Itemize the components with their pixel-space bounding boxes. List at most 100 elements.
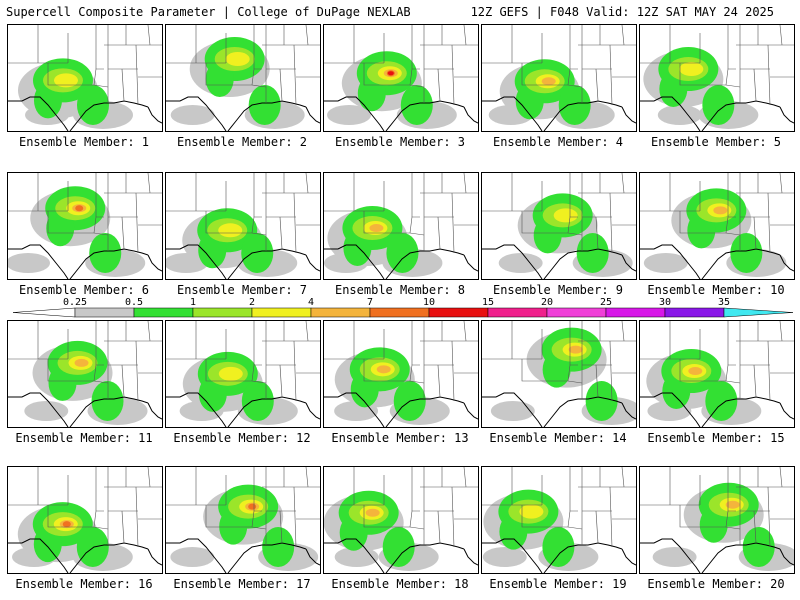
colorbar-segment — [605, 307, 666, 318]
member-label: Ensemble Member: 15 — [647, 431, 785, 445]
state-border — [753, 364, 757, 398]
ensemble-panel-4 — [481, 24, 637, 132]
scp-contour — [53, 73, 78, 88]
state-border — [779, 173, 783, 194]
state-border — [121, 510, 125, 544]
scp-contour — [327, 105, 372, 125]
state-border — [753, 510, 757, 544]
panel-map — [166, 321, 320, 427]
scp-contour — [662, 373, 691, 410]
state-border — [463, 25, 467, 46]
state-border — [409, 526, 425, 530]
ensemble-panel-8 — [323, 172, 479, 280]
member-label: Ensemble Member: 8 — [334, 283, 466, 297]
scp-contour — [533, 217, 562, 254]
scp-contour — [699, 506, 728, 543]
scp-contour — [76, 85, 109, 125]
scp-contour — [679, 62, 704, 77]
state-border — [725, 232, 741, 236]
colorbar-segment — [133, 307, 194, 318]
member-label: Ensemble Member: 14 — [489, 431, 627, 445]
member-label: Ensemble Member: 19 — [489, 577, 627, 591]
state-border — [251, 526, 267, 530]
scp-contour — [643, 253, 688, 273]
state-border — [463, 173, 467, 194]
state-border — [279, 364, 283, 398]
member-label: Ensemble Member: 7 — [176, 283, 308, 297]
colorbar-segment — [310, 307, 371, 318]
state-border — [135, 486, 139, 548]
state-border — [779, 467, 783, 488]
scp-contour — [730, 233, 763, 273]
scp-contour — [541, 77, 556, 86]
panel-map — [640, 25, 794, 131]
scp-contour — [652, 547, 697, 567]
scp-contour — [198, 375, 227, 412]
coastline — [305, 402, 320, 420]
colorbar-segment — [428, 307, 489, 318]
coastline — [779, 106, 794, 124]
ensemble-panel-12 — [165, 320, 321, 428]
state-border — [135, 340, 139, 402]
panel-map — [8, 467, 162, 573]
coastline — [640, 538, 701, 573]
coastline — [147, 548, 162, 566]
state-border — [279, 68, 283, 102]
state-border — [725, 84, 741, 88]
state-border — [437, 510, 441, 544]
colorbar-right-arrow — [723, 307, 794, 318]
coastline — [324, 244, 385, 279]
state-border — [305, 467, 309, 488]
coastline — [779, 402, 794, 420]
panel-map — [324, 25, 478, 131]
coastline — [779, 254, 794, 272]
member-label: Ensemble Member: 3 — [334, 135, 466, 149]
scp-contour — [553, 208, 578, 223]
state-border — [93, 380, 109, 384]
scp-contour — [219, 508, 248, 545]
scp-contour — [48, 364, 77, 401]
scp-contour — [558, 85, 591, 125]
coastline — [779, 548, 794, 566]
colorbar-tick-label: 30 — [658, 297, 672, 308]
coastline — [8, 96, 69, 131]
scp-contour — [343, 230, 372, 267]
coastline — [640, 244, 701, 279]
state-border — [725, 380, 741, 384]
member-label: Ensemble Member: 9 — [492, 283, 624, 297]
state-border — [595, 68, 599, 102]
scp-contour — [576, 233, 609, 273]
scp-contour — [33, 82, 62, 119]
member-label: Ensemble Member: 10 — [647, 283, 785, 297]
state-border — [621, 321, 625, 342]
scp-contour — [585, 381, 618, 421]
scp-contour — [542, 527, 575, 567]
ensemble-panel-14 — [481, 320, 637, 428]
state-border — [147, 173, 151, 194]
scp-contour — [365, 508, 380, 517]
state-border — [463, 467, 467, 488]
scp-contour — [205, 61, 234, 98]
scp-contour — [490, 401, 535, 421]
state-border — [121, 68, 125, 102]
state-border — [437, 216, 441, 250]
member-label: Ensemble Member: 18 — [331, 577, 469, 591]
scp-contour — [498, 253, 543, 273]
scp-contour — [515, 83, 544, 120]
scp-contour — [225, 52, 250, 67]
state-border — [93, 526, 109, 530]
colorbar-tick-label: 1 — [189, 297, 197, 308]
panel-map — [482, 25, 636, 131]
coastline — [305, 548, 320, 566]
coastline — [324, 96, 385, 131]
ensemble-panel-15 — [639, 320, 795, 428]
state-border — [595, 216, 599, 250]
colorbar-left-arrow — [12, 307, 76, 318]
coastline — [463, 106, 478, 124]
colorbar-segment — [369, 307, 430, 318]
member-label: Ensemble Member: 16 — [15, 577, 153, 591]
coastline — [305, 106, 320, 124]
state-border — [767, 340, 771, 402]
coastline — [463, 402, 478, 420]
state-border — [567, 526, 583, 530]
